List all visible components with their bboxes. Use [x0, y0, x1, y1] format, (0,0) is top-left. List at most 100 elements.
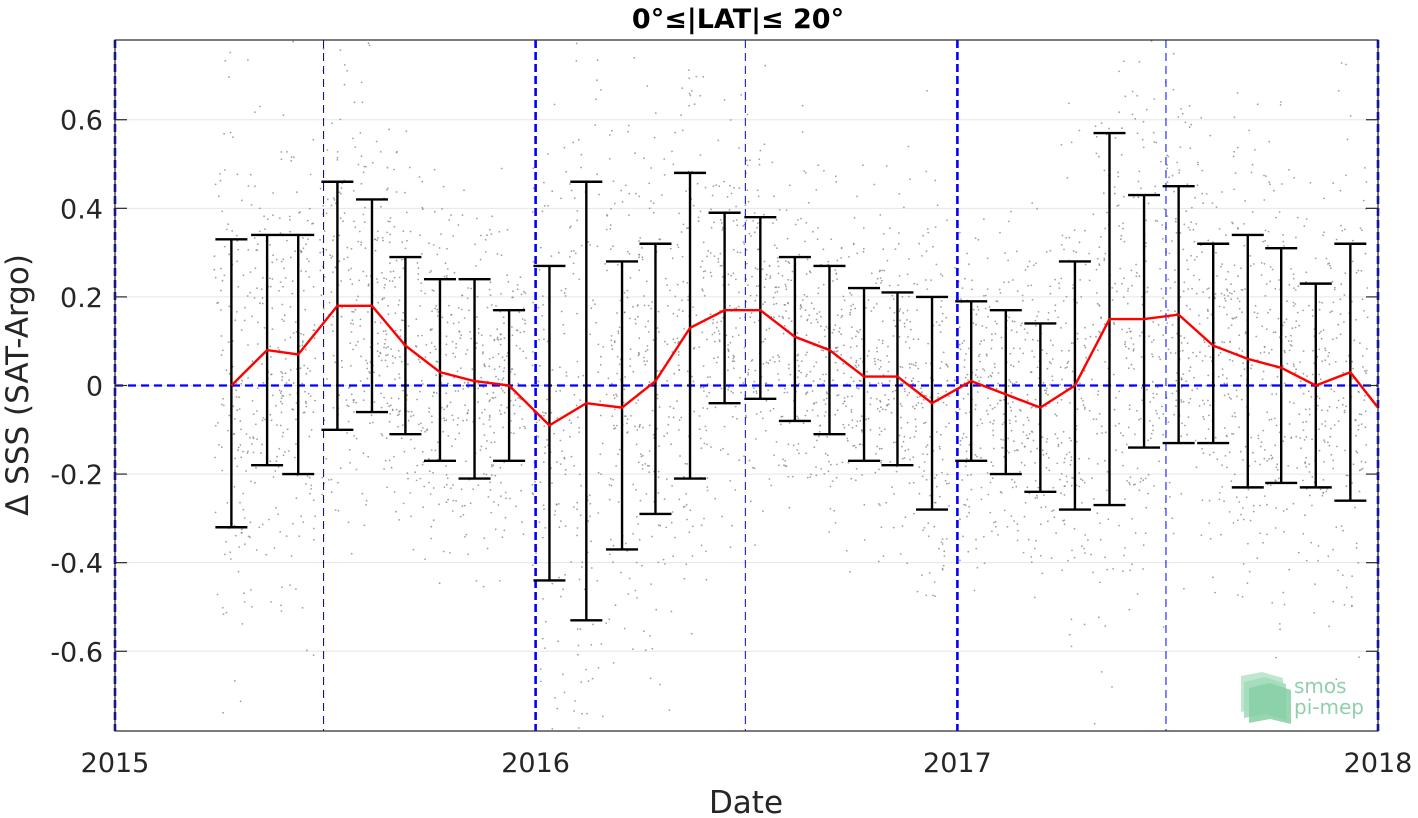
scatter-point [1092, 323, 1095, 326]
scatter-point [986, 257, 989, 260]
scatter-point [377, 237, 379, 239]
scatter-point [340, 192, 342, 195]
scatter-point [501, 536, 504, 538]
scatter-point [523, 330, 525, 333]
scatter-point [251, 315, 253, 318]
scatter-point [1098, 263, 1101, 265]
scatter-point [1282, 365, 1284, 367]
scatter-point [516, 288, 519, 291]
scatter-point [256, 438, 258, 441]
scatter-point [254, 185, 256, 188]
scatter-point [469, 330, 471, 333]
scatter-point [243, 517, 246, 519]
scatter-point [1330, 427, 1332, 430]
scatter-point [352, 190, 355, 192]
scatter-point [732, 357, 735, 360]
scatter-point [1305, 559, 1308, 562]
scatter-point [1153, 485, 1155, 487]
scatter-point [1131, 90, 1134, 93]
scatter-point [738, 291, 740, 294]
scatter-point [599, 400, 602, 403]
scatter-point [610, 344, 613, 347]
scatter-point [1331, 338, 1334, 341]
scatter-point [1160, 287, 1163, 290]
scatter-point [1066, 480, 1068, 483]
scatter-point [630, 415, 632, 417]
scatter-point [880, 459, 882, 462]
scatter-point [336, 151, 339, 153]
scatter-point [447, 382, 449, 385]
scatter-point [578, 278, 581, 281]
scatter-point [1269, 183, 1271, 186]
scatter-point [1339, 313, 1342, 315]
scatter-point [280, 370, 282, 373]
scatter-point [610, 129, 613, 132]
scatter-point [479, 258, 482, 261]
scatter-point [702, 75, 705, 78]
scatter-point [1299, 386, 1302, 389]
scatter-point [1220, 533, 1222, 536]
scatter-point [415, 479, 418, 482]
scatter-point [862, 164, 864, 167]
scatter-point [1060, 143, 1063, 146]
scatter-point [445, 354, 447, 356]
scatter-point [1122, 60, 1125, 63]
scatter-point [393, 276, 396, 279]
scatter-point [1303, 225, 1306, 228]
scatter-point [1317, 559, 1319, 562]
scatter-point [682, 506, 685, 508]
scatter-point [778, 464, 780, 467]
scatter-point [225, 611, 228, 614]
scatter-point [669, 289, 671, 292]
scatter-point [870, 310, 873, 312]
scatter-point [492, 391, 495, 394]
scatter-point [1106, 211, 1108, 214]
scatter-point [682, 223, 685, 226]
scatter-point [1294, 371, 1297, 374]
scatter-point [935, 431, 938, 433]
scatter-point [1065, 475, 1068, 478]
scatter-point [1166, 181, 1169, 184]
scatter-point [918, 242, 921, 245]
scatter-point [999, 292, 1002, 294]
scatter-point [539, 481, 542, 484]
scatter-point [1012, 279, 1014, 281]
scatter-point [1114, 282, 1116, 285]
scatter-point [279, 400, 282, 403]
scatter-point [282, 454, 285, 457]
scatter-point [429, 271, 431, 274]
scatter-point [1184, 121, 1187, 124]
scatter-point [636, 429, 639, 431]
scatter-point [350, 393, 353, 396]
scatter-point [666, 380, 669, 382]
scatter-point [657, 476, 660, 478]
scatter-point [1228, 396, 1231, 399]
scatter-point [1096, 302, 1099, 305]
scatter-point [764, 382, 767, 385]
scatter-point [461, 294, 464, 297]
scatter-point [506, 228, 509, 231]
scatter-point [409, 492, 412, 494]
scatter-point [362, 213, 365, 216]
scatter-point [347, 420, 350, 423]
scatter-point [1126, 480, 1128, 482]
scatter-point [532, 493, 535, 496]
scatter-point [710, 275, 713, 277]
scatter-point [354, 146, 357, 148]
scatter-point [1124, 341, 1127, 343]
scatter-point [454, 390, 457, 392]
scatter-point [286, 151, 288, 153]
scatter-point [499, 338, 502, 341]
scatter-point [486, 392, 489, 395]
scatter-point [485, 447, 488, 450]
scatter-point [1124, 547, 1126, 549]
scatter-point [818, 311, 821, 313]
scatter-point [570, 422, 573, 424]
scatter-point [770, 484, 773, 487]
scatter-point [850, 477, 853, 480]
scatter-point [410, 410, 413, 413]
scatter-point [648, 381, 651, 384]
scatter-point [635, 443, 638, 446]
scatter-point [388, 280, 391, 282]
scatter-point [231, 230, 234, 232]
